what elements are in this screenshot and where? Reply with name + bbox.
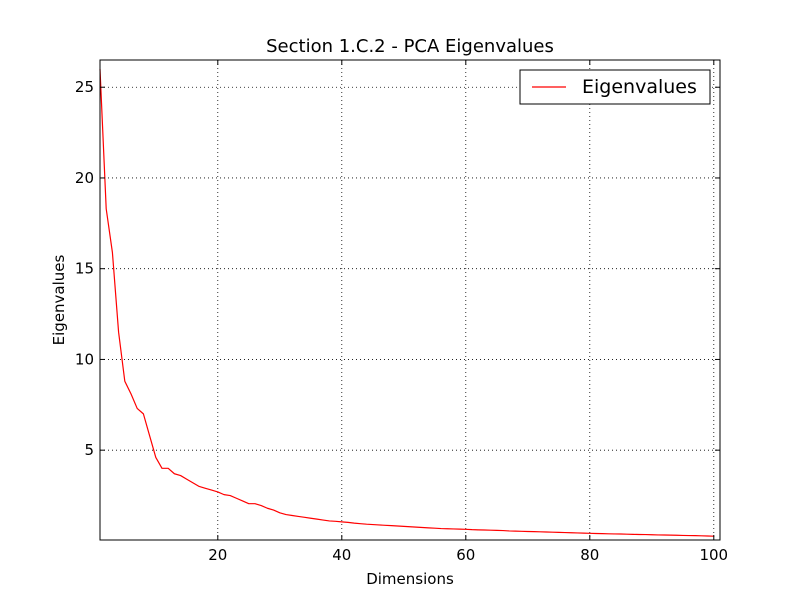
x-tick-label: 100	[699, 546, 728, 564]
chart-title: Section 1.C.2 - PCA Eigenvalues	[266, 36, 554, 57]
y-tick-label: 10	[75, 350, 94, 368]
legend-label-eigenvalues: Eigenvalues	[582, 76, 697, 98]
y-tick-label: 25	[75, 78, 94, 96]
y-tick-label: 20	[75, 169, 94, 187]
x-tick-label: 20	[208, 546, 227, 564]
x-tick-label: 60	[456, 546, 475, 564]
x-tick-label: 40	[332, 546, 351, 564]
series-line-eigenvalues	[99, 69, 714, 537]
plot-frame	[99, 59, 721, 541]
x-axis-ticks: 20 40 60 80 100	[208, 60, 728, 564]
x-tick-label: 80	[580, 546, 599, 564]
y-axis-label: Eigenvalues	[50, 254, 68, 345]
plot-series-group	[99, 69, 714, 537]
y-tick-label: 5	[84, 441, 94, 459]
legend: Eigenvalues	[519, 69, 711, 105]
y-tick-label: 15	[75, 260, 94, 278]
x-axis-label: Dimensions	[366, 570, 454, 588]
y-axis-ticks: 5 10 15 20 25	[75, 78, 720, 459]
